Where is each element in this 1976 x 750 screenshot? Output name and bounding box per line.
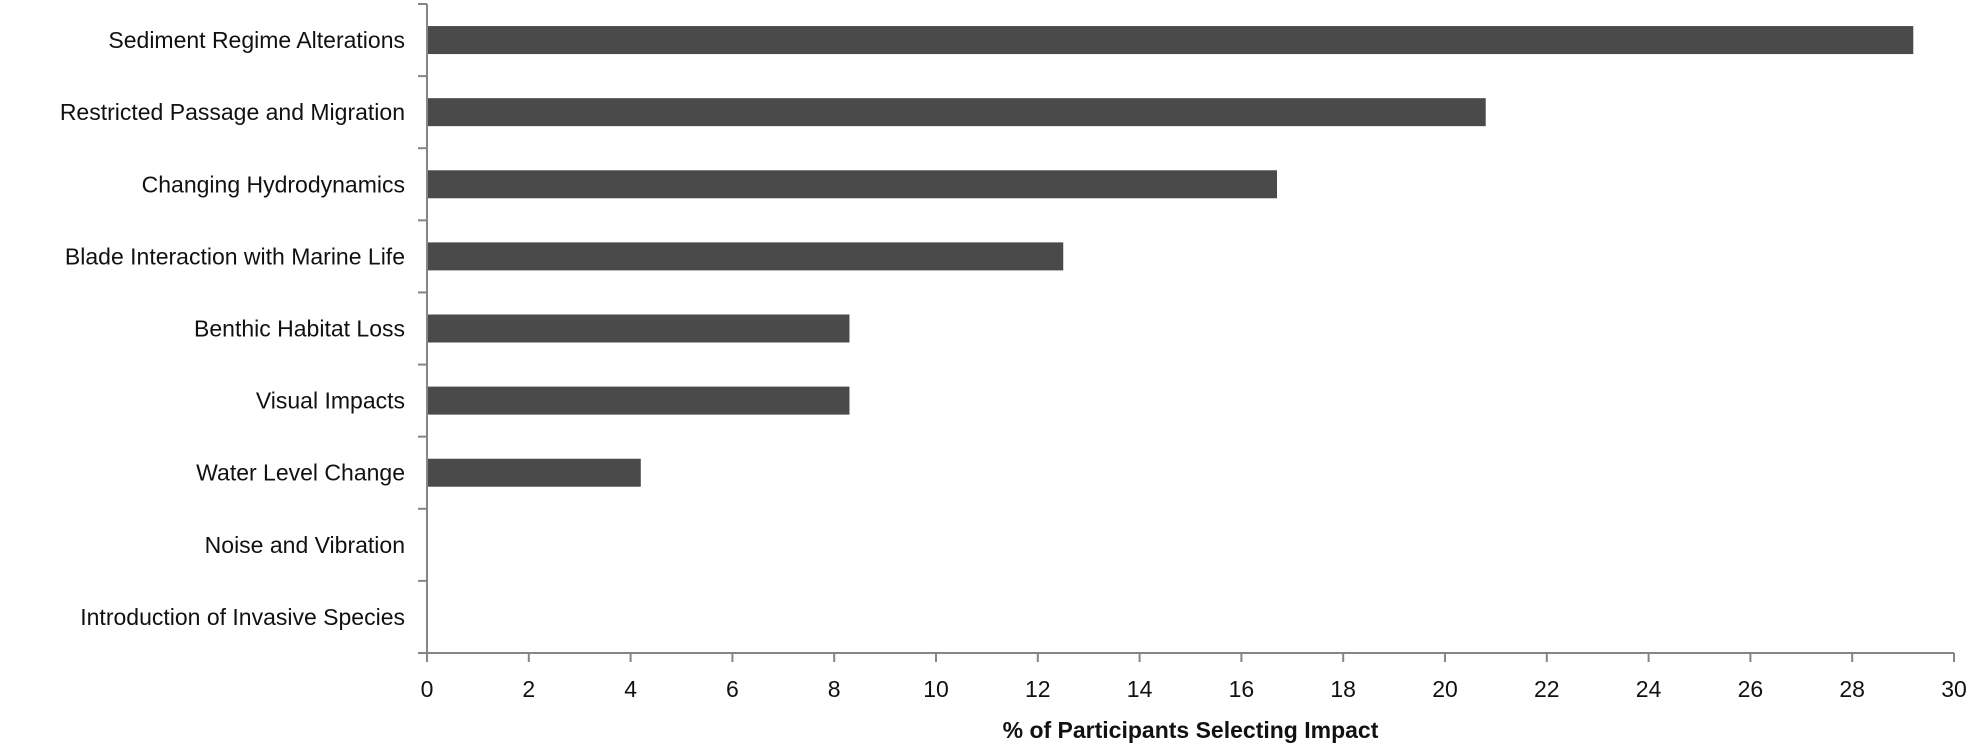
x-tick-label: 8 bbox=[828, 676, 841, 702]
x-tick-label: 24 bbox=[1636, 676, 1662, 702]
y-axis-ticks bbox=[418, 3, 427, 654]
x-tick-label: 28 bbox=[1839, 676, 1865, 702]
axes-group bbox=[426, 4, 1954, 654]
bar bbox=[427, 314, 850, 343]
x-tick-label: 20 bbox=[1432, 676, 1458, 702]
x-tick-label: 16 bbox=[1229, 676, 1255, 702]
x-tick-label: 26 bbox=[1738, 676, 1764, 702]
x-axis-ticks bbox=[426, 653, 1955, 662]
x-tick-label: 22 bbox=[1534, 676, 1560, 702]
x-tick-label: 14 bbox=[1127, 676, 1153, 702]
category-label: Water Level Change bbox=[196, 460, 405, 486]
x-tick-label: 2 bbox=[522, 676, 535, 702]
x-tick-labels: 0 2 4 6 8 10 12 14 16 18 20 22 24 26 28 30 bbox=[421, 676, 1967, 702]
x-tick-label: 30 bbox=[1941, 676, 1967, 702]
category-label: Noise and Vibration bbox=[205, 532, 405, 558]
category-label: Blade Interaction with Marine Life bbox=[65, 243, 405, 269]
category-labels: Sediment Regime Alterations Restricted Pa… bbox=[60, 27, 405, 630]
bar bbox=[427, 458, 641, 487]
x-axis-title: % of Participants Selecting Impact bbox=[1003, 717, 1379, 743]
bar bbox=[427, 26, 1914, 55]
category-label: Changing Hydrodynamics bbox=[142, 171, 405, 197]
category-label: Introduction of Invasive Species bbox=[80, 604, 405, 630]
category-label: Visual Impacts bbox=[256, 388, 405, 414]
bar bbox=[427, 386, 850, 415]
x-tick-label: 0 bbox=[421, 676, 434, 702]
bars-group bbox=[427, 26, 1914, 487]
x-tick-label: 12 bbox=[1025, 676, 1051, 702]
x-tick-label: 18 bbox=[1330, 676, 1356, 702]
category-label: Restricted Passage and Migration bbox=[60, 99, 405, 125]
x-tick-label: 6 bbox=[726, 676, 739, 702]
bar bbox=[427, 98, 1486, 127]
x-tick-label: 10 bbox=[923, 676, 949, 702]
category-label: Sediment Regime Alterations bbox=[108, 27, 405, 53]
category-label: Benthic Habitat Loss bbox=[194, 316, 405, 342]
bar bbox=[427, 170, 1278, 199]
bar bbox=[427, 242, 1064, 271]
x-tick-label: 4 bbox=[624, 676, 637, 702]
